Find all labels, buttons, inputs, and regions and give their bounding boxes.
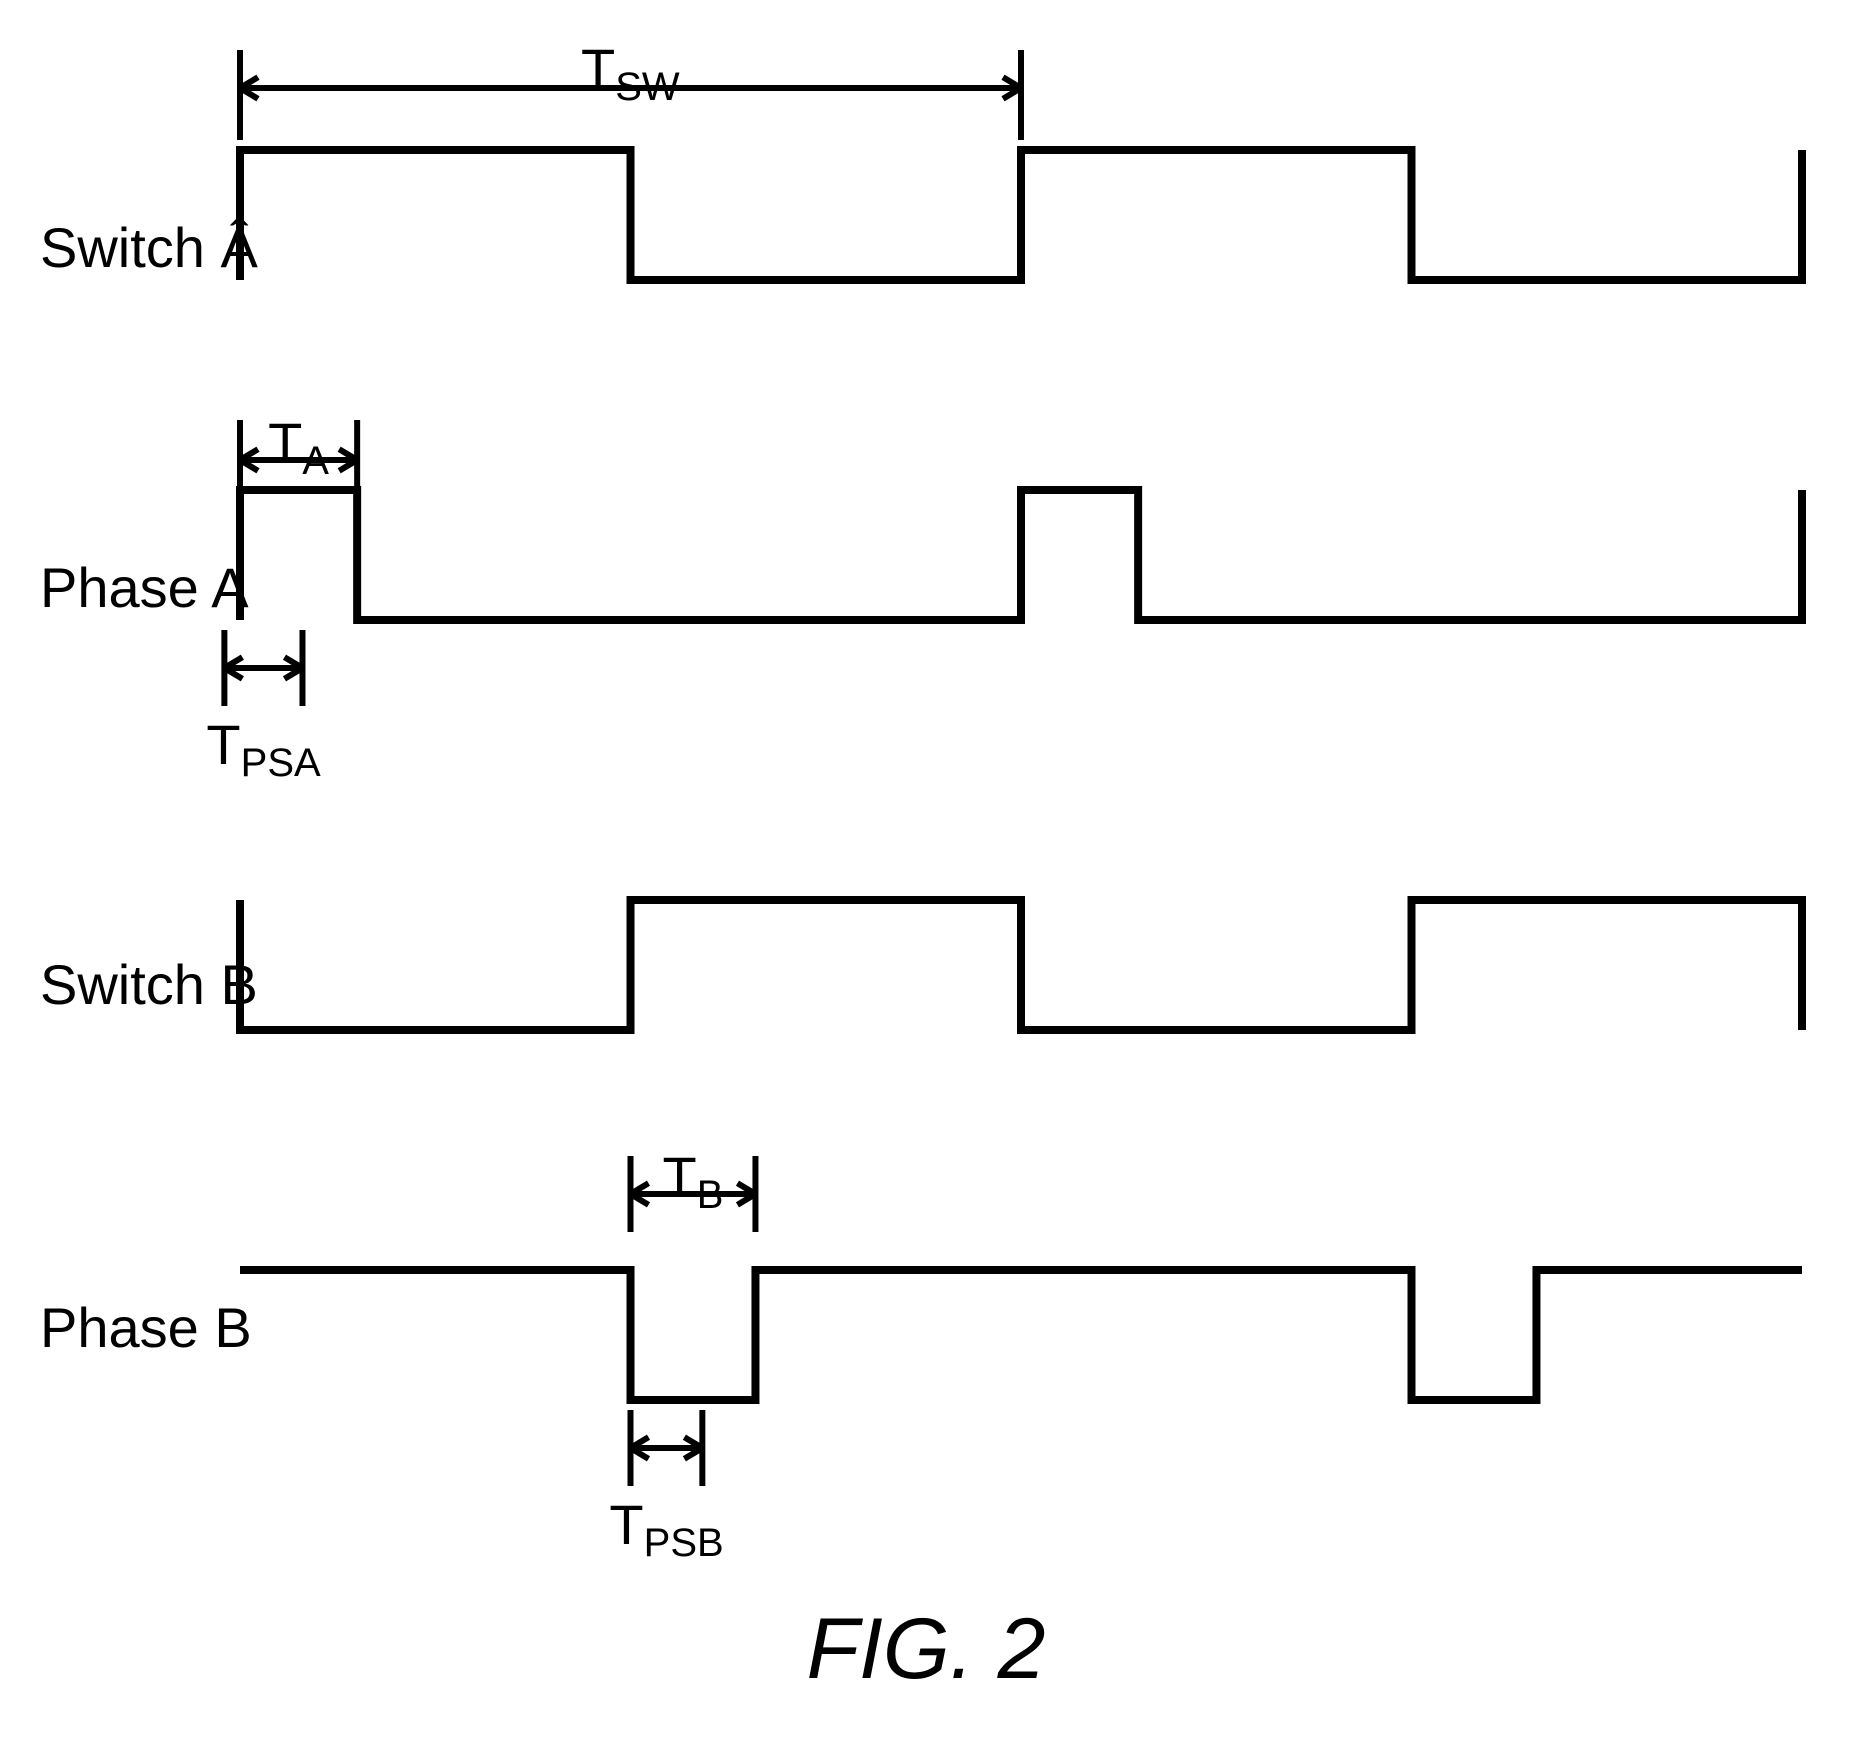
- phaseA-label: Phase A: [40, 555, 249, 620]
- figure-caption: FIG. 2: [807, 1600, 1046, 1699]
- timing-svg: [0, 0, 1852, 1760]
- phaseB-label: Phase B: [40, 1295, 252, 1360]
- switchA-label: Switch Â: [40, 215, 258, 280]
- span-label: TB: [662, 1144, 723, 1218]
- span-label: TPSA: [206, 712, 320, 786]
- span-label: TPSB: [609, 1492, 723, 1566]
- span-label: TA: [268, 410, 329, 484]
- timing-diagram: Switch Â TSW Phase A TA TPSA Switch B Phase B T…: [0, 0, 1852, 1760]
- span-label: TSW: [581, 36, 680, 110]
- switchB-label: Switch B: [40, 952, 258, 1017]
